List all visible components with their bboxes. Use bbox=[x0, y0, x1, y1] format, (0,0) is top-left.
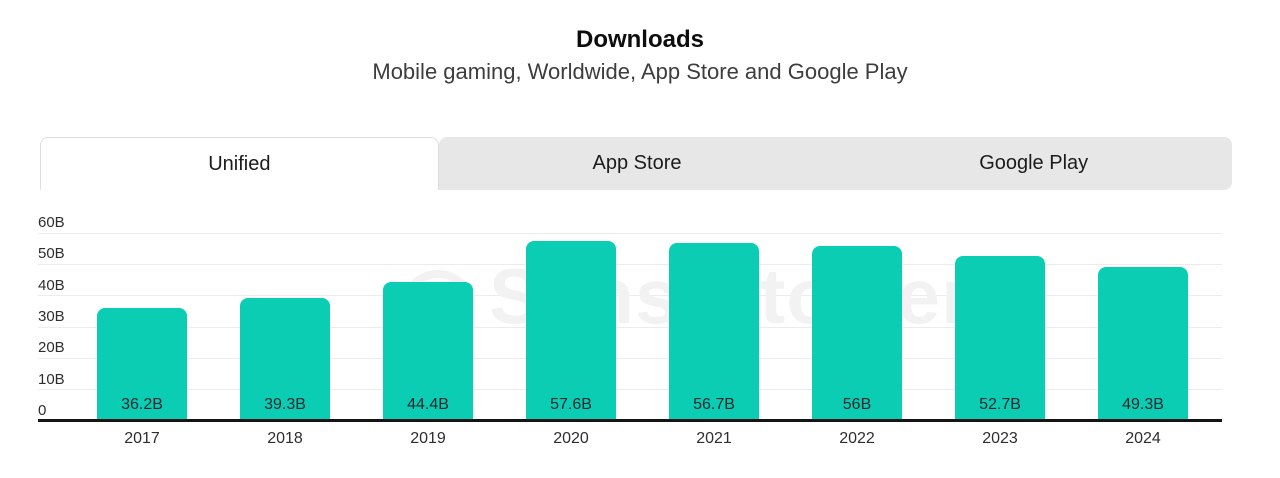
bar-value-label: 56B bbox=[842, 396, 872, 413]
gridline bbox=[38, 295, 1222, 297]
bar-2019: 44.4B bbox=[383, 281, 473, 419]
tab-google-play-label: Google Play bbox=[979, 152, 1089, 174]
bar-2023: 52.7B bbox=[955, 255, 1045, 419]
x-axis-category-label: 2018 bbox=[267, 430, 303, 447]
tab-unified[interactable]: Unified bbox=[40, 137, 439, 190]
tab-app-store-label: App Store bbox=[592, 152, 682, 174]
bar-value-label: 49.3B bbox=[1122, 396, 1164, 413]
chart-title: Downloads bbox=[575, 26, 704, 53]
x-axis-line bbox=[38, 419, 1222, 422]
bar-2024: 49.3B bbox=[1098, 266, 1188, 419]
x-axis-category-label: 2017 bbox=[124, 430, 160, 447]
chart-subtitle: Mobile gaming, Worldwide, App Store and … bbox=[372, 59, 908, 84]
bar-value-label: 56.7B bbox=[693, 396, 735, 413]
y-axis-tick-label: 40B bbox=[38, 276, 65, 294]
bar-2021: 56.7B bbox=[669, 243, 759, 419]
downloads-bar-chart: Sensortower 60B50B40B30B20B10B036.2B39.3… bbox=[38, 214, 1222, 453]
bar-value-label: 52.7B bbox=[979, 396, 1021, 413]
bar-value-label: 57.6B bbox=[550, 396, 592, 413]
plot-area: Sensortower 60B50B40B30B20B10B036.2B39.3… bbox=[38, 214, 1222, 422]
x-axis-category-label: 2020 bbox=[553, 430, 589, 447]
bar-value-label: 44.4B bbox=[407, 396, 449, 413]
x-axis-category-label: 2022 bbox=[839, 430, 875, 447]
y-axis-tick-label: 0 bbox=[38, 402, 47, 419]
bar-2022: 56B bbox=[812, 245, 902, 419]
store-tabs: Unified App Store Google Play bbox=[40, 137, 1233, 190]
y-axis-tick-label: 10B bbox=[38, 370, 65, 388]
bar-value-label: 36.2B bbox=[121, 396, 163, 413]
gridline bbox=[38, 326, 1222, 328]
gridline bbox=[38, 263, 1222, 265]
x-axis-category-label: 2023 bbox=[982, 430, 1018, 447]
x-axis-category-label: 2019 bbox=[410, 430, 446, 447]
tab-unified-label: Unified bbox=[208, 152, 271, 175]
x-axis-category-label: 2024 bbox=[1125, 430, 1161, 447]
gridline bbox=[38, 357, 1222, 359]
gridline bbox=[38, 389, 1222, 391]
tab-google-play[interactable]: Google Play bbox=[835, 137, 1233, 190]
y-axis-tick-label: 60B bbox=[38, 214, 65, 231]
tab-app-store[interactable]: App Store bbox=[438, 137, 836, 190]
bar-2018: 39.3B bbox=[240, 297, 330, 419]
bar-2017: 36.2B bbox=[97, 307, 187, 419]
y-axis-tick-label: 20B bbox=[38, 339, 65, 357]
y-axis-tick-label: 30B bbox=[38, 308, 65, 325]
bar-2020: 57.6B bbox=[526, 240, 616, 419]
bar-value-label: 39.3B bbox=[264, 396, 306, 413]
gridline bbox=[38, 232, 1222, 234]
x-axis-category-label: 2021 bbox=[696, 430, 732, 447]
y-axis-tick-label: 50B bbox=[38, 245, 65, 263]
